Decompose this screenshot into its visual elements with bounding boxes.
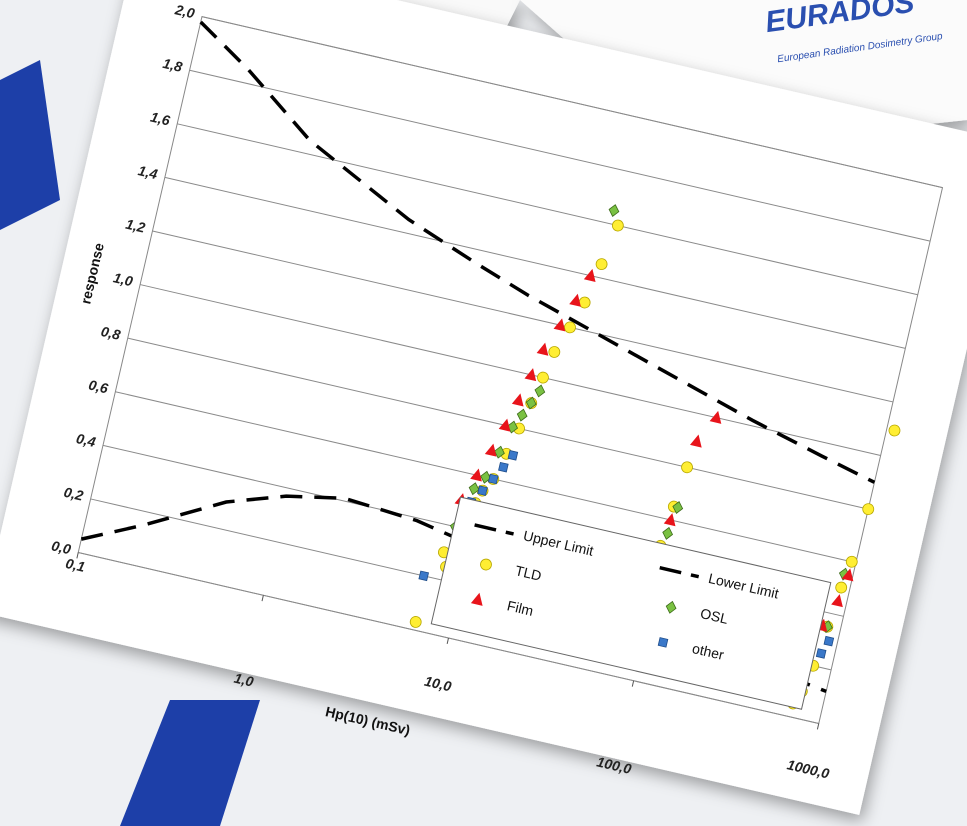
- tld-point: [480, 558, 492, 571]
- film-point: [498, 418, 511, 432]
- osl-point: [608, 204, 620, 217]
- film-point: [689, 434, 702, 448]
- tld-point: [681, 461, 693, 474]
- y-tick-label: 2,0: [173, 1, 197, 21]
- legend-line: [474, 523, 514, 536]
- osl-point: [534, 384, 546, 398]
- osl-point: [507, 420, 519, 434]
- y-tick-label: 0,6: [87, 377, 110, 397]
- x-tick: [816, 723, 820, 730]
- x-tick: [446, 637, 449, 644]
- tld-point: [845, 555, 858, 568]
- grid-line: [127, 337, 869, 510]
- tld-point: [537, 371, 549, 384]
- legend-label: other: [691, 640, 726, 663]
- blue-stripe: [0, 60, 60, 230]
- y-tick-label: 1,2: [124, 216, 147, 236]
- x-tick-label: 10,0: [423, 673, 453, 695]
- x-tick: [631, 680, 635, 687]
- other-point: [507, 450, 519, 461]
- tld-point: [888, 424, 901, 437]
- legend-label: OSL: [699, 605, 730, 627]
- film-point: [569, 293, 581, 307]
- y-tick-label: 0,0: [50, 537, 73, 557]
- limit-line: [199, 20, 876, 484]
- x-tick: [261, 595, 264, 602]
- film-point: [841, 568, 854, 582]
- y-tick-label: 0,8: [99, 323, 122, 343]
- film-point: [709, 410, 722, 424]
- grid-line: [152, 230, 894, 403]
- tld-point: [409, 616, 422, 628]
- legend-box: [430, 496, 832, 710]
- osl-point: [662, 526, 674, 540]
- osl-point: [665, 600, 677, 614]
- y-tick-label: 0,2: [62, 484, 85, 504]
- osl-point: [525, 396, 537, 410]
- other-point: [498, 461, 509, 473]
- film-point: [470, 468, 482, 482]
- film-point: [511, 393, 524, 407]
- grid-line: [201, 16, 943, 189]
- osl-point: [672, 501, 684, 514]
- film-point: [524, 368, 537, 382]
- osl-point: [480, 470, 491, 484]
- other-point: [477, 485, 488, 496]
- film-point: [831, 594, 843, 608]
- film-point: [583, 268, 596, 282]
- other-point: [418, 570, 430, 582]
- y-tick-label: 0,4: [75, 430, 98, 450]
- other-point: [657, 637, 669, 648]
- grid-line: [139, 284, 881, 457]
- tld-point: [595, 258, 608, 271]
- x-tick-label: 100,0: [595, 753, 633, 777]
- osl-point: [494, 445, 505, 459]
- osl-point: [516, 408, 528, 422]
- other-point: [815, 648, 827, 659]
- tld-point: [835, 581, 848, 594]
- tld-point: [611, 219, 624, 232]
- y-tick-label: 1,8: [161, 55, 184, 75]
- grid-line: [189, 69, 931, 242]
- blue-stripe: [120, 700, 260, 826]
- x-tick-label: 0,1: [64, 555, 87, 575]
- y-tick-label: 1,6: [149, 109, 172, 129]
- film-point: [536, 342, 549, 356]
- film-point: [484, 443, 497, 457]
- film-point: [553, 318, 566, 332]
- film-point: [663, 513, 676, 527]
- y-tick-label: 1,0: [112, 269, 135, 289]
- osl-point: [468, 482, 480, 496]
- other-point: [823, 635, 835, 647]
- grid-line: [164, 176, 906, 349]
- legend-line: [659, 566, 700, 579]
- x-tick-label: 1,0: [233, 670, 256, 690]
- tld-point: [564, 321, 576, 334]
- legend-label: TLD: [514, 562, 543, 584]
- grid-line: [177, 123, 918, 296]
- tld-point: [548, 346, 561, 358]
- legend-label: Film: [506, 597, 535, 619]
- x-tick: [76, 552, 79, 559]
- film-point: [470, 592, 483, 606]
- tld-point: [862, 503, 875, 516]
- other-point: [488, 473, 499, 485]
- y-tick-label: 1,4: [137, 162, 160, 182]
